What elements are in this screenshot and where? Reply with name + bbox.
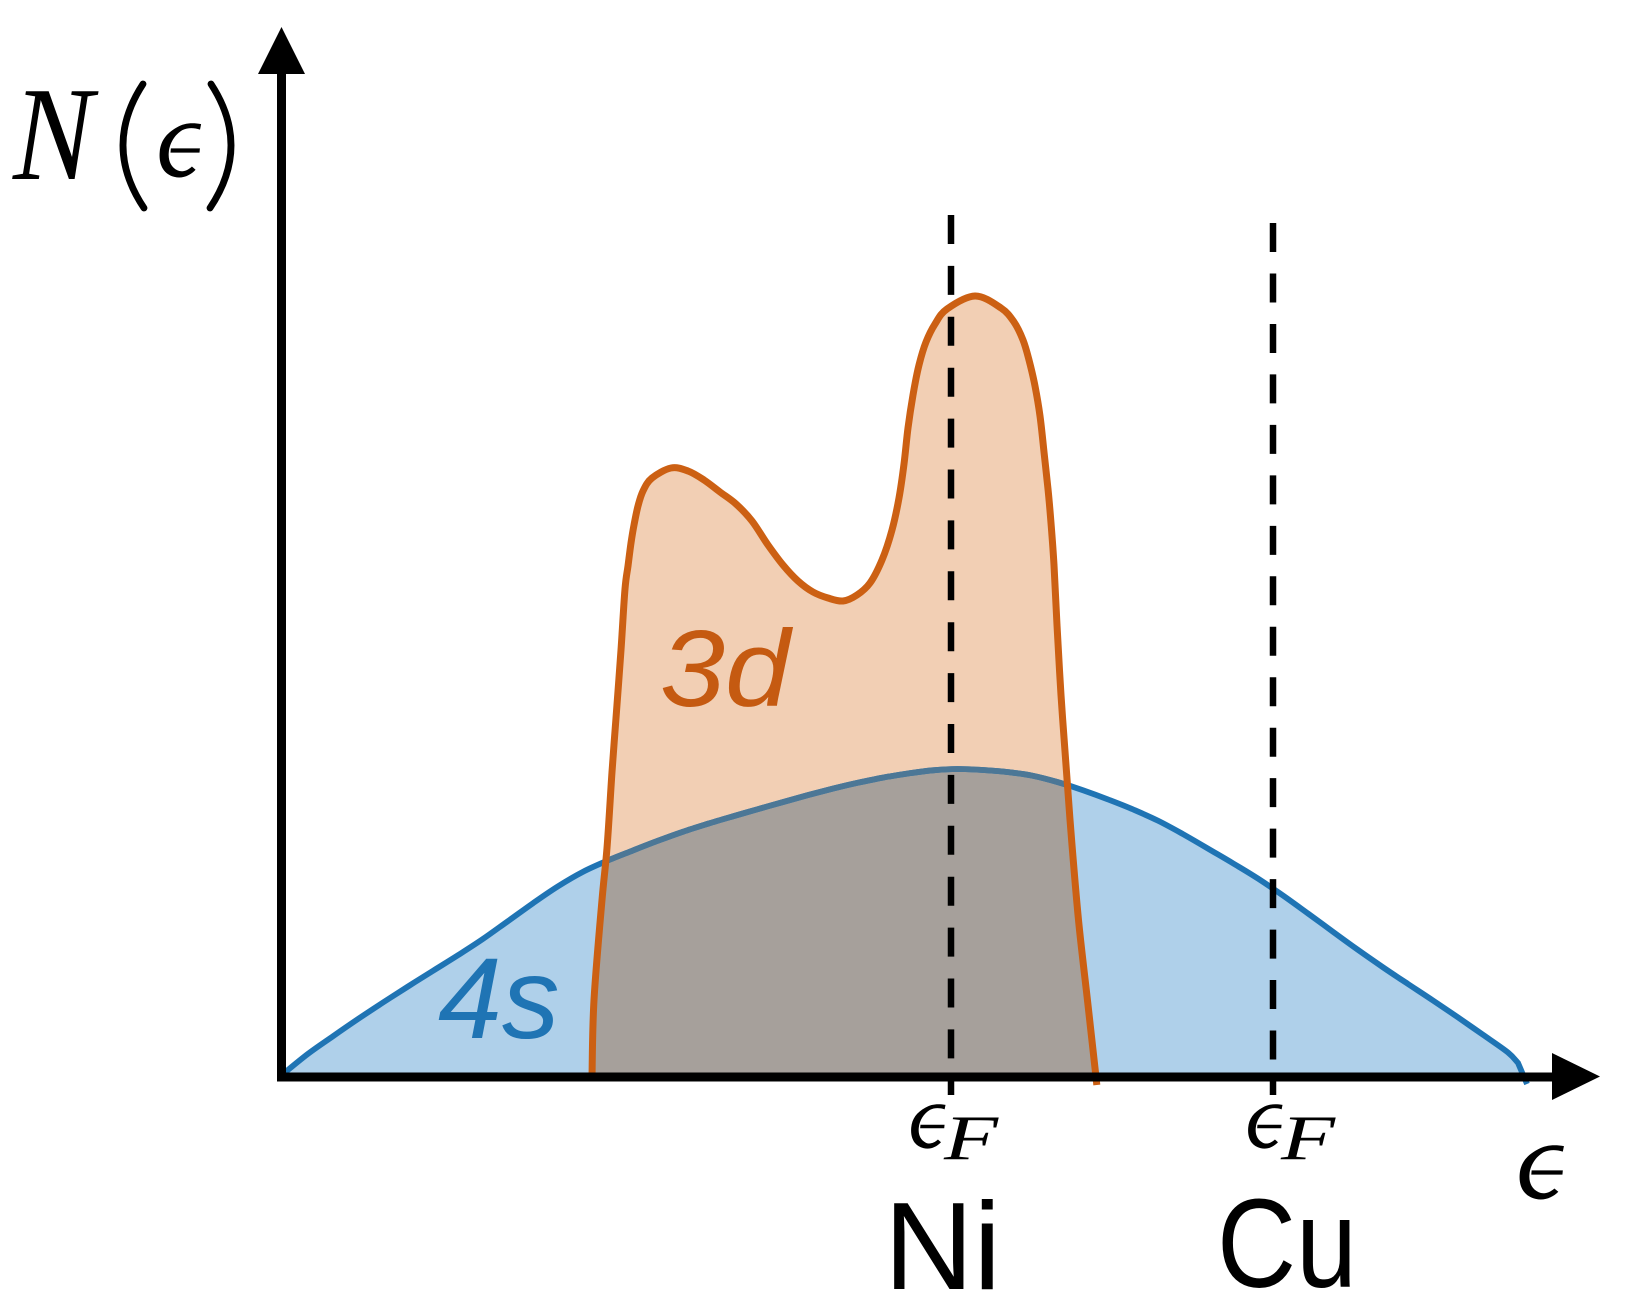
- svg-text:4s: 4s: [438, 935, 559, 1063]
- svg-text:3d: 3d: [660, 608, 794, 730]
- svg-text:F: F: [1280, 1102, 1337, 1173]
- svg-text:N: N: [12, 60, 99, 208]
- svg-text:Ni: Ni: [884, 1178, 1001, 1301]
- svg-text:F: F: [943, 1102, 1000, 1173]
- svg-text:Cu: Cu: [1217, 1173, 1357, 1301]
